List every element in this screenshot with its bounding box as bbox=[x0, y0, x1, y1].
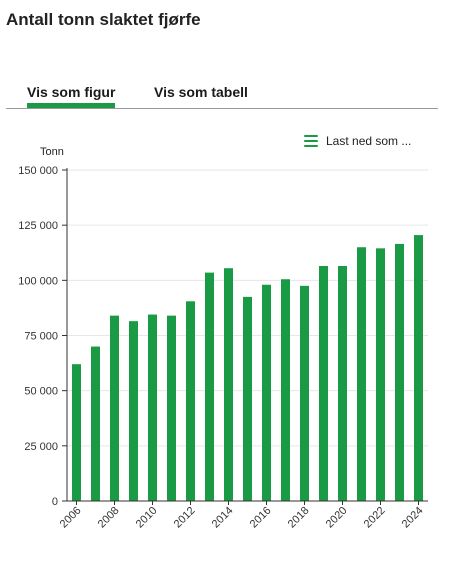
bar-2010[interactable] bbox=[148, 314, 157, 501]
bar-2018[interactable] bbox=[300, 285, 309, 501]
bar-2022[interactable] bbox=[376, 248, 385, 501]
bars bbox=[72, 235, 423, 501]
bar-2006[interactable] bbox=[72, 364, 81, 501]
bar-2017[interactable] bbox=[281, 279, 290, 501]
bar-2019[interactable] bbox=[319, 265, 328, 501]
x-tick-label: 2008 bbox=[96, 505, 122, 531]
bar-2020[interactable] bbox=[338, 265, 347, 501]
y-tick-label: 25 000 bbox=[24, 441, 58, 453]
tab-figure[interactable]: Vis som figur bbox=[27, 84, 116, 108]
bar-2016[interactable] bbox=[262, 284, 271, 501]
bar-2013[interactable] bbox=[205, 272, 214, 501]
tab-table[interactable]: Vis som tabell bbox=[154, 84, 248, 100]
download-label: Last ned som ... bbox=[326, 134, 412, 148]
x-tick-label: 2018 bbox=[286, 505, 312, 531]
view-tabs: Vis som figur Vis som tabell bbox=[6, 82, 438, 109]
axes bbox=[62, 168, 428, 505]
y-tick-label: 50 000 bbox=[24, 386, 58, 398]
page-title: Antall tonn slaktet fjørfe bbox=[6, 10, 201, 29]
x-tick-label: 2024 bbox=[400, 505, 426, 531]
bar-2007[interactable] bbox=[91, 346, 100, 501]
bar-2008[interactable] bbox=[110, 315, 119, 501]
bar-2023[interactable] bbox=[395, 243, 404, 501]
y-tick-label: 150 000 bbox=[18, 165, 58, 177]
x-tick-label: 2020 bbox=[324, 505, 350, 531]
y-axis-unit-label: Tonn bbox=[40, 146, 64, 158]
bar-2024[interactable] bbox=[414, 235, 423, 501]
bar-2012[interactable] bbox=[186, 301, 195, 501]
x-tick-label: 2010 bbox=[134, 505, 160, 531]
y-tick-label: 0 bbox=[52, 496, 58, 508]
bar-2009[interactable] bbox=[129, 321, 138, 501]
bar-2015[interactable] bbox=[243, 296, 252, 501]
y-tick-label: 75 000 bbox=[24, 331, 58, 343]
bar-2011[interactable] bbox=[167, 315, 176, 501]
x-tick-label: 2022 bbox=[362, 505, 388, 531]
bar-2021[interactable] bbox=[357, 247, 366, 501]
x-tick-label: 2006 bbox=[58, 505, 84, 531]
x-tick-label: 2016 bbox=[248, 505, 274, 531]
download-button[interactable]: Last ned som ... bbox=[304, 133, 411, 149]
x-tick-label: 2014 bbox=[210, 505, 236, 531]
bar-2014[interactable] bbox=[224, 268, 233, 501]
y-tick-label: 125 000 bbox=[18, 220, 58, 232]
bar-chart: Tonn 0 25 000 50 000 75 000 100 000 125 000 150… bbox=[18, 146, 428, 531]
y-tick-label: 100 000 bbox=[18, 275, 58, 287]
x-tick-label: 2012 bbox=[172, 505, 198, 531]
menu-icon bbox=[304, 135, 318, 147]
